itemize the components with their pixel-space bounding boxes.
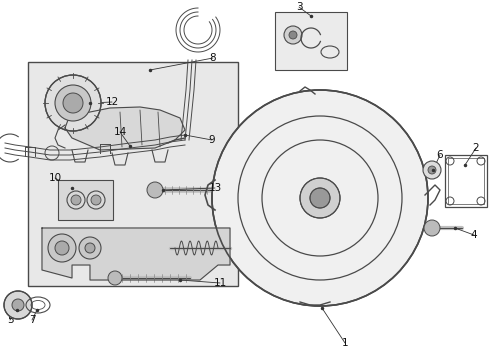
Text: 4: 4: [471, 230, 477, 240]
Circle shape: [91, 195, 101, 205]
Circle shape: [428, 166, 436, 174]
Text: 3: 3: [295, 2, 302, 12]
Circle shape: [212, 90, 428, 306]
Text: 10: 10: [49, 173, 62, 183]
Circle shape: [71, 195, 81, 205]
Bar: [275, 12, 347, 70]
Circle shape: [108, 271, 122, 285]
Text: 13: 13: [208, 183, 221, 193]
Circle shape: [63, 93, 83, 113]
Text: 14: 14: [113, 127, 126, 137]
Circle shape: [300, 178, 340, 218]
Circle shape: [423, 161, 441, 179]
Text: 9: 9: [209, 135, 215, 145]
Text: 8: 8: [210, 53, 216, 63]
Text: 11: 11: [213, 278, 227, 288]
Text: 2: 2: [473, 143, 479, 153]
Polygon shape: [65, 107, 185, 150]
Text: 5: 5: [7, 315, 13, 325]
Bar: [28, 62, 238, 286]
Circle shape: [85, 243, 95, 253]
Bar: [448, 158, 484, 204]
Text: 6: 6: [437, 150, 443, 160]
Circle shape: [12, 299, 24, 311]
Circle shape: [55, 85, 91, 121]
Circle shape: [310, 188, 330, 208]
Bar: [58, 180, 113, 220]
Polygon shape: [42, 228, 230, 280]
Circle shape: [79, 237, 101, 259]
Text: 7: 7: [29, 315, 35, 325]
Circle shape: [289, 31, 297, 39]
Text: 1: 1: [342, 338, 348, 348]
Circle shape: [284, 26, 302, 44]
Circle shape: [48, 234, 76, 262]
Circle shape: [45, 75, 101, 131]
Circle shape: [147, 182, 163, 198]
Circle shape: [4, 291, 32, 319]
Bar: [445, 155, 487, 207]
Text: 12: 12: [105, 97, 119, 107]
Circle shape: [55, 241, 69, 255]
Circle shape: [424, 220, 440, 236]
